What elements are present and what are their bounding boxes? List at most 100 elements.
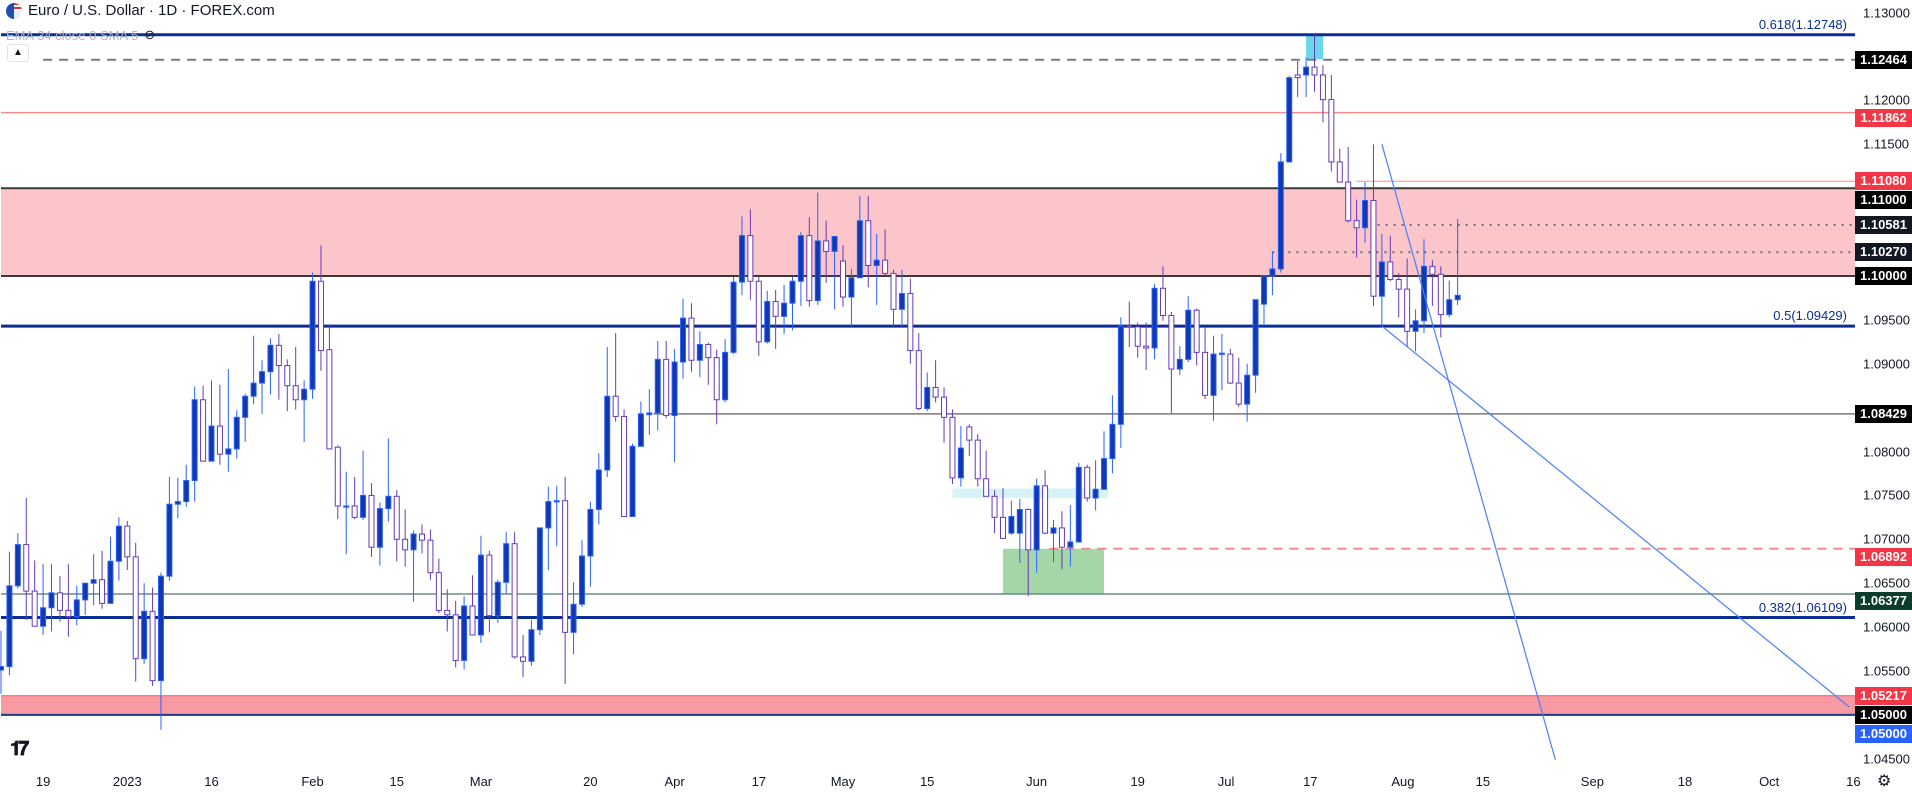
time-tick: 19 <box>35 774 51 789</box>
candle-up <box>1101 458 1108 490</box>
candle-up <box>1176 358 1183 370</box>
candle-down <box>444 609 451 616</box>
tradingview-logo[interactable]: 𝟏𝟕 <box>10 738 29 760</box>
candle-down <box>1126 325 1133 328</box>
candle-up <box>856 220 863 279</box>
candle-down <box>1058 527 1065 548</box>
candle-up <box>781 302 788 317</box>
price-axis[interactable]: 1.13000 1.12464 1.12000 1.11862 1.11500 1.110… <box>1855 0 1912 767</box>
candle-up <box>637 413 644 447</box>
candle-down <box>402 538 409 551</box>
price-level-label: 1.10270 <box>1855 243 1912 262</box>
price-level-label: 1.11080 <box>1855 172 1912 191</box>
candle-down <box>991 495 998 518</box>
price-level-label: 1.10000 <box>1855 267 1912 285</box>
candle-down <box>427 539 434 574</box>
candle-up <box>309 280 316 390</box>
candle-down <box>393 495 400 540</box>
candle-up <box>738 235 745 283</box>
candle-up <box>1218 352 1225 355</box>
candle-down <box>865 220 872 266</box>
candle-down <box>1345 181 1352 222</box>
candle-up <box>1269 268 1276 277</box>
fib-level-label: 0.382(1.06109) <box>1758 599 1847 615</box>
candle-down <box>486 554 493 617</box>
price-level-label: 1.11000 <box>1855 191 1912 210</box>
fib-level-label: 0.5(1.09429) <box>1773 308 1847 324</box>
trendline <box>1381 325 1850 708</box>
candle-up <box>191 399 198 482</box>
candle-down <box>1193 309 1200 353</box>
price-tick: 1.09500 <box>1863 312 1910 328</box>
candle-up <box>587 508 594 557</box>
time-axis[interactable]: 19 2023 16 Feb 15 Mar 20 Apr 17 May 15 Jun 19 Jul 17 Au… <box>0 765 1912 795</box>
candle-up <box>730 281 737 353</box>
candle-up <box>360 494 367 518</box>
candle-down <box>368 494 375 548</box>
time-tick: 19 <box>1130 774 1145 789</box>
candle-up <box>48 592 55 609</box>
price-level-label: 1.06377 <box>1855 591 1912 610</box>
candle-down <box>1429 265 1436 275</box>
candle-up <box>208 425 215 462</box>
gear-icon[interactable]: ⚙ <box>1877 773 1892 790</box>
time-tick: May <box>830 774 856 789</box>
candle-up <box>1244 374 1251 405</box>
symbol-title[interactable]: Euro / U.S. Dollar · 1D · FOREX.com <box>28 2 275 19</box>
candle-down <box>435 572 442 611</box>
candle-up <box>73 599 80 618</box>
candle-up <box>14 544 21 587</box>
candle-down <box>688 317 695 361</box>
resistance-zone <box>1 188 1855 276</box>
time-tick: 16 <box>204 774 219 789</box>
candle-up <box>1362 200 1369 229</box>
candle-down <box>1404 288 1411 332</box>
candle-down <box>1168 314 1175 370</box>
candle-down <box>612 395 619 417</box>
candle-up <box>831 236 838 252</box>
candle-down <box>1159 287 1166 316</box>
price-tick: 1.04500 <box>1863 751 1910 767</box>
candle-up <box>225 448 232 455</box>
candle-up <box>90 579 97 584</box>
candle-up <box>166 503 173 577</box>
candle-up <box>1185 309 1192 360</box>
candle-down <box>890 272 897 310</box>
price-chart[interactable] <box>0 0 1855 765</box>
support-zone <box>1 695 1855 715</box>
time-tick: Apr <box>664 774 685 789</box>
candle-up <box>141 610 148 660</box>
candle-up <box>814 240 821 302</box>
candle-down <box>941 396 948 418</box>
candle-down <box>1025 508 1032 551</box>
time-tick: 20 <box>583 774 598 789</box>
candle-up <box>528 629 535 662</box>
candle-down <box>200 399 207 462</box>
candle-up <box>545 501 552 529</box>
candle-down <box>907 293 914 352</box>
candle-up <box>1092 488 1099 499</box>
candle-down <box>99 579 106 604</box>
candle-up <box>494 581 501 617</box>
price-tick: 1.13000 <box>1863 5 1910 21</box>
indicator-legend[interactable]: EMA 34 close 0 SMA 5 ⊘ <box>6 27 155 43</box>
last-price-label: 1.05000 <box>1855 724 1912 743</box>
candle-up <box>722 351 729 401</box>
candle-down <box>1370 200 1377 297</box>
candle-down <box>1319 74 1326 101</box>
fib-level-label: 0.618(1.12748) <box>1758 16 1847 32</box>
candle-up <box>570 603 577 633</box>
candle-up <box>183 480 190 503</box>
time-tick: 15 <box>919 774 935 789</box>
price-tick: 1.06000 <box>1863 619 1910 635</box>
time-tick: 17 <box>1303 774 1318 789</box>
candle-up <box>957 447 964 479</box>
candle-down <box>772 300 779 317</box>
candle-up <box>1109 423 1116 460</box>
collapse-legend-button[interactable]: ▲ <box>7 44 29 62</box>
candle-down <box>1143 345 1150 349</box>
candle-down <box>326 349 333 450</box>
candle-up <box>1277 161 1284 270</box>
eye-crossed-icon[interactable]: ⊘ <box>144 27 156 42</box>
chevron-up-icon: ▲ <box>13 47 23 58</box>
